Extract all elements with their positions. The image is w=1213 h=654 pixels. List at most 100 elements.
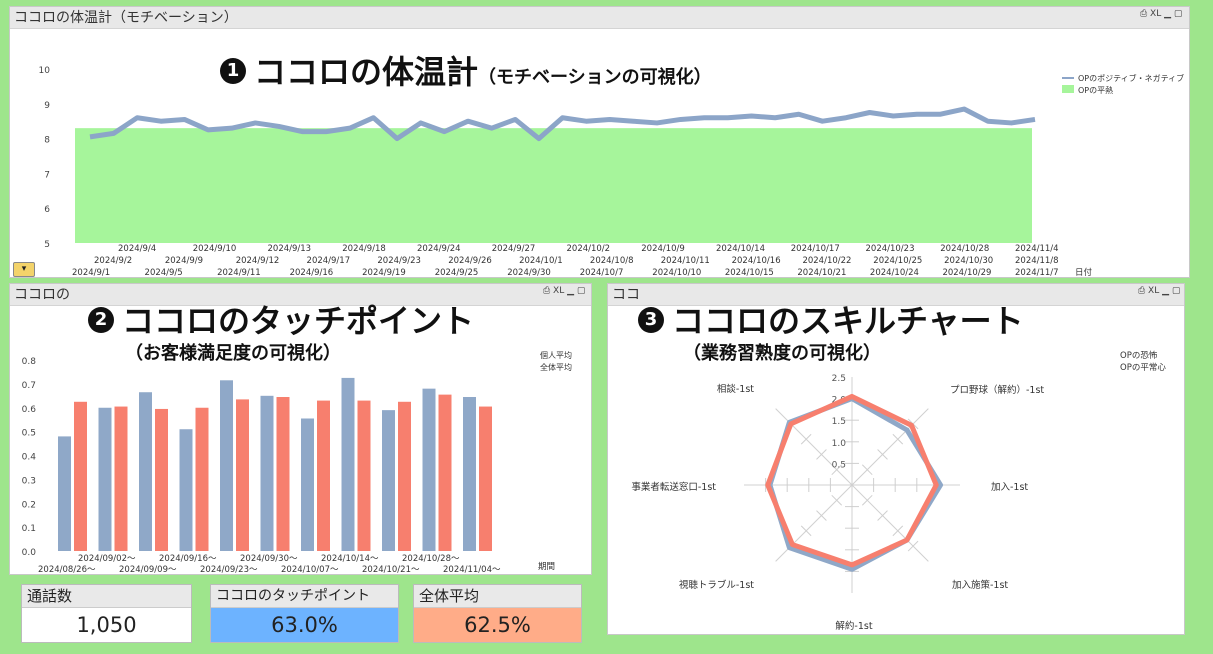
x-tick-label: 2024/10/10 (652, 268, 701, 278)
x-tick-label: 2024/9/13 (268, 244, 312, 254)
y-tick-label: 10 (39, 66, 51, 76)
x-tick-label: 2024/10/28 (940, 244, 989, 254)
legend-area-swatch (1062, 85, 1074, 93)
bar-individual (220, 380, 233, 551)
radar-tick-mark (816, 449, 827, 460)
x-tick-label: 2024/08/26～ (38, 565, 96, 575)
x-tick-label: 2024/10/21 (797, 268, 846, 278)
x-tick-label: 2024/09/09～ (119, 565, 177, 575)
x-tick-label: 2024/9/17 (307, 256, 351, 266)
x-tick-label: 2024/9/23 (377, 256, 421, 266)
skill-panel: ココ ⎙ XL ▁ ▢ 3 ココロのスキルチャート （業務習熟度の可視化） 2.5… (607, 283, 1185, 635)
x-tick-label: 2024/10/14～ (321, 554, 379, 564)
kpi-label: ココロのタッチポイント (211, 585, 398, 608)
x-tick-label: 2024/09/23～ (200, 565, 258, 575)
skill-radar-chart: 2.52.01.51.00.5プロ野球（解約）-1st加入-1st加入施策-1s… (631, 350, 1166, 632)
x-tick-label: 2024/9/9 (165, 256, 203, 266)
y-tick-label: 5 (44, 240, 50, 250)
bar-overall (195, 407, 209, 551)
x-tick-label: 2024/10/29 (942, 268, 991, 278)
y-tick-label: 0.2 (22, 500, 36, 510)
y-tick-label: 0.1 (22, 524, 36, 534)
radar-tick-mark (861, 464, 873, 476)
x-tick-label: 2024/10/14 (716, 244, 765, 254)
skill-panel-title: ココ (608, 284, 1184, 306)
radar-tick-mark (907, 540, 919, 552)
x-tick-label: 2024/9/12 (236, 256, 280, 266)
radar-axis-label: 事業者転送窓口-1st (631, 481, 716, 493)
x-tick-label: 2024/10/2 (567, 244, 611, 254)
radar-tick-mark (800, 525, 812, 537)
radar-tick-mark (831, 494, 843, 506)
x-tick-label: 2024/9/27 (492, 244, 536, 254)
cycle-dropdown-icon[interactable]: ▾ (13, 262, 35, 277)
x-tick-label: 2024/09/02～ (78, 554, 136, 564)
x-tick-label: 2024/10/23 (866, 244, 915, 254)
radar-tick-mark (892, 433, 904, 445)
touchpoint-panel-title: ココロの (10, 284, 591, 306)
motivation-line-chart: 10 9 8 7 6 5 2024/9/4 2024/9/10 2024/9/13 2024/9/… (39, 66, 1185, 278)
bar-individual (341, 377, 355, 551)
bar-overall (317, 400, 330, 551)
radial-tick-label: 1.0 (832, 439, 847, 449)
radar-spoke (851, 408, 929, 486)
x-tick-label: 2024/9/2 (94, 256, 132, 266)
x-tick-label: 2024/10/30 (944, 256, 993, 266)
y-tick-label: 0.5 (22, 429, 36, 439)
bar-individual (98, 407, 112, 551)
bar-overall (74, 401, 87, 551)
panel-window-controls[interactable]: ⎙ XL ▁ ▢ (543, 286, 586, 296)
y-tick-label: 0.7 (22, 381, 36, 391)
bar-individual (179, 429, 193, 551)
x-tick-label: 2024/9/25 (435, 268, 479, 278)
x-tick-label: 2024/9/4 (118, 244, 156, 254)
bar-overall (236, 399, 249, 551)
x-tick-label: 2024/9/19 (362, 268, 406, 278)
bar-individual (382, 410, 395, 551)
kpi-touchpoint: ココロのタッチポイント 63.0% (210, 584, 399, 643)
radial-tick-label: 0.5 (832, 460, 846, 470)
kpi-call-count: 通話数 1,050 (21, 584, 192, 643)
skill-heading: 3 ココロのスキルチャート (638, 296, 1024, 342)
average-area (75, 128, 1032, 243)
x-tick-label: 2024/10/1 (519, 256, 563, 266)
motivation-panel: ココロの体温計（モチベーション） ⎙ XL ▁ ▢ 1 ココロの体温計（モチベーシ… (9, 6, 1190, 278)
y-tick-label: 6 (44, 205, 50, 215)
radar-tick-mark (816, 510, 827, 521)
x-axis-title: 日付 (1075, 267, 1093, 278)
motivation-line (89, 106, 1036, 142)
radar-tick-mark (800, 433, 812, 445)
y-tick-label: 8 (44, 136, 50, 146)
legend-label: OPのポジティブ・ネガティブ (1078, 73, 1184, 83)
heading-number-badge: 1 (220, 58, 246, 84)
radar-axis-label: プロ野球（解約）-1st (950, 384, 1044, 396)
x-tick-label: 2024/9/1 (72, 268, 110, 278)
x-tick-label: 2024/10/16 (732, 256, 781, 266)
legend-label: OPの恐怖 (1120, 350, 1158, 361)
bar-individual (463, 397, 476, 551)
radial-tick-label: 2.5 (832, 374, 846, 384)
kpi-label: 全体平均 (414, 585, 581, 608)
x-axis-title: 期間 (538, 562, 555, 572)
kpi-overall-average: 全体平均 62.5% (413, 584, 582, 643)
panel-window-controls[interactable]: ⎙ XL ▁ ▢ (1140, 9, 1183, 19)
panel-window-controls[interactable]: ⎙ XL ▁ ▢ (1138, 286, 1181, 296)
x-tick-label: 2024/09/30～ (240, 554, 298, 564)
bar-individual (58, 436, 71, 551)
y-tick-label: 7 (44, 170, 50, 180)
legend-label: 全体平均 (540, 362, 572, 372)
bar-overall (276, 397, 290, 551)
x-tick-label: 2024/10/24 (870, 268, 919, 278)
y-tick-label: 0.8 (22, 357, 37, 367)
bar-overall (398, 401, 411, 551)
kpi-value: 63.0% (211, 608, 398, 642)
x-tick-label: 2024/10/21～ (362, 565, 420, 575)
motivation-heading-text: ココロの体温計 (254, 53, 479, 91)
touchpoint-heading-text: ココロのタッチポイント (122, 302, 475, 340)
radar-axis-label: 加入施策-1st (952, 579, 1008, 591)
radar-axis-label: 解約-1st (835, 620, 872, 632)
radar-axis-label: 視聴トラブル-1st (679, 579, 754, 591)
radar-tick-mark (877, 449, 888, 460)
x-tick-label: 2024/10/7 (580, 268, 624, 278)
x-tick-label: 2024/11/7 (1015, 268, 1059, 278)
